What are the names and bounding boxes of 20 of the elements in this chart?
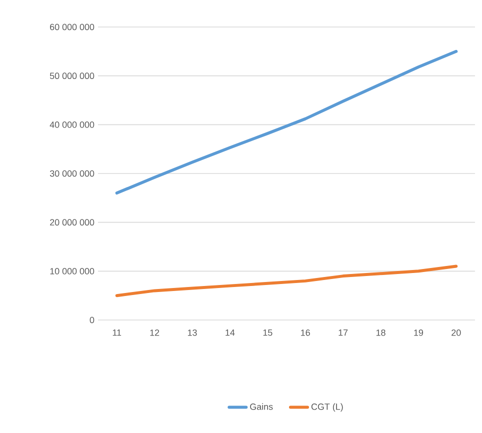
x-tick-label: 15 — [263, 329, 272, 336]
y-tick-label: 30 000 000 — [50, 170, 94, 177]
x-tick-label: 14 — [226, 329, 235, 336]
x-tick-label: 12 — [150, 329, 160, 336]
x-tick-label: 20 — [452, 329, 461, 336]
legend-label: Gains — [250, 403, 273, 410]
legend-label: CGT (L) — [311, 403, 343, 412]
y-tick-label: 20 000 000 — [50, 219, 94, 226]
x-tick-label: 18 — [376, 329, 386, 336]
x-tick-label: 19 — [414, 329, 424, 336]
x-tick-label: 13 — [188, 329, 197, 336]
line-series — [115, 50, 458, 195]
x-tick-label: 11 — [112, 329, 122, 336]
y-tick-label: 0 — [90, 316, 94, 324]
x-tick-label: 17 — [338, 329, 348, 336]
y-tick-label: 50 000 000 — [50, 72, 94, 80]
y-tick-label: 40 000 000 — [50, 121, 94, 128]
x-tick-label: 16 — [301, 329, 310, 336]
y-tick-label: 60 000 000 — [50, 24, 94, 30]
y-tick-label: 10 000 000 — [50, 268, 94, 274]
